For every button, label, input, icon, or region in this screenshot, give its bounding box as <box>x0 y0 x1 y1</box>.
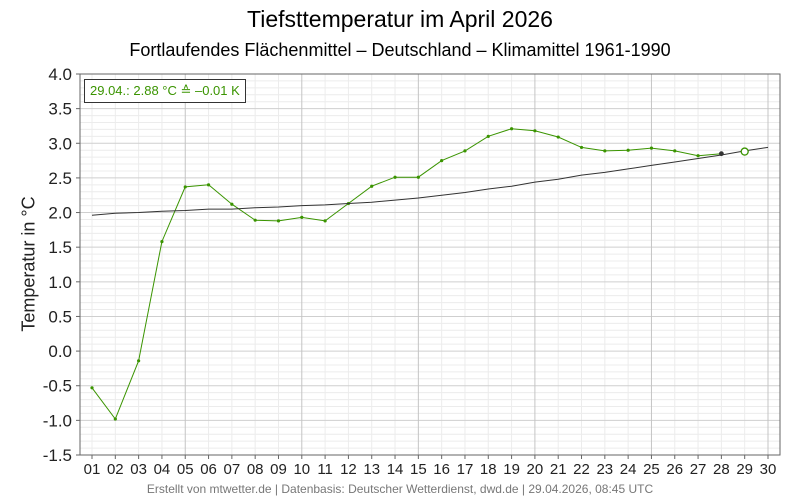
x-tick-label: 15 <box>410 461 427 478</box>
x-tick-label: 10 <box>293 461 310 478</box>
current-data-point <box>276 219 281 223</box>
y-tick-label: 1.5 <box>48 238 72 257</box>
y-tick-label: -0.5 <box>43 377 72 396</box>
x-tick-label: 30 <box>760 461 777 478</box>
current-data-point <box>440 158 444 163</box>
x-tick-label: 07 <box>224 461 241 478</box>
x-tick-label: 16 <box>433 461 450 478</box>
current-data-point <box>323 219 327 223</box>
footer-credit: Erstellt von mtwetter.de | Datenbasis: D… <box>146 482 654 496</box>
current-data-point <box>206 183 211 187</box>
current-data-point <box>160 240 164 244</box>
y-axis-label: Temperatur in °C <box>18 196 39 332</box>
y-tick-label: 2.0 <box>48 204 72 223</box>
x-tick-label: 20 <box>527 461 544 478</box>
current-series-line <box>91 128 722 421</box>
current-data-point <box>486 134 490 138</box>
y-tick-label: 3.5 <box>48 100 72 119</box>
x-tick-label: 25 <box>643 461 660 478</box>
x-tick-label: 13 <box>363 461 380 478</box>
chart-title: Tiefsttemperatur im April 2026 <box>247 6 553 32</box>
current-data-point <box>509 127 514 131</box>
current-data-point <box>579 145 584 150</box>
y-tick-label: 0.5 <box>48 307 72 326</box>
x-tick-label: 11 <box>317 461 333 478</box>
x-tick-label: 14 <box>387 461 404 478</box>
y-tick-label: 3.0 <box>48 134 72 153</box>
x-tick-label: 01 <box>84 461 101 478</box>
latest-value-annotation: 29.04.: 2.88 °C ≙ –0.01 K <box>84 79 246 103</box>
y-tick-label: 1.0 <box>48 273 72 292</box>
current-data-point <box>416 175 420 179</box>
current-data-point <box>370 184 374 188</box>
current-data-point <box>230 202 234 206</box>
current-data-point <box>113 417 117 421</box>
current-data-point <box>137 359 141 363</box>
y-tick-label: 0.0 <box>48 342 72 361</box>
today-marker <box>740 147 749 156</box>
x-tick-label: 17 <box>457 461 474 478</box>
current-data-point <box>649 146 654 150</box>
current-data-point <box>603 149 607 153</box>
x-tick-label: 24 <box>620 461 637 478</box>
x-tick-label: 05 <box>177 461 194 478</box>
y-tick-label: 2.5 <box>48 169 72 188</box>
last-value-marker <box>718 151 724 157</box>
x-tick-label: 08 <box>247 461 264 478</box>
x-tick-label: 04 <box>154 461 171 478</box>
plot-frame <box>79 73 781 456</box>
current-data-point <box>90 386 94 390</box>
x-tick-label: 28 <box>713 461 730 478</box>
x-tick-label: 23 <box>596 461 613 478</box>
x-tick-label: 21 <box>550 461 567 478</box>
current-data-point <box>533 129 537 133</box>
x-axis-ticks: 01 02 03 04 05 06 07 08 09 10 11 12 13 14 15 16 17 18 19 20… <box>84 455 777 478</box>
x-tick-label: 09 <box>270 461 287 478</box>
x-tick-label: 29 <box>736 461 753 478</box>
current-data-point <box>183 185 187 189</box>
y-tick-label: -1.5 <box>43 446 72 465</box>
x-tick-label: 27 <box>690 461 707 478</box>
current-data-point <box>393 175 397 179</box>
current-data-point <box>673 149 677 153</box>
x-tick-label: 06 <box>200 461 217 478</box>
x-tick-label: 02 <box>107 461 124 478</box>
x-tick-label: 18 <box>480 461 497 478</box>
current-data-point <box>253 218 257 222</box>
y-tick-label: 4.0 <box>48 65 72 84</box>
series-layer <box>90 127 769 421</box>
climate-series-line <box>91 146 769 216</box>
current-data-point <box>696 154 700 158</box>
current-data-point <box>463 149 467 153</box>
x-tick-label: 19 <box>503 461 520 478</box>
y-tick-label: -1.0 <box>43 411 72 430</box>
y-axis-ticks: 4.0 3.5 3.0 2.5 2.0 1.5 1.0 0.5 0.0 -0.5 -1.0 -1.5 <box>43 65 80 465</box>
current-data-point <box>300 215 304 219</box>
current-data-point <box>556 135 560 139</box>
chart-subtitle: Fortlaufendes Flächenmittel – Deutschlan… <box>129 40 671 60</box>
x-tick-label: 26 <box>666 461 683 478</box>
x-tick-label: 03 <box>130 461 147 478</box>
current-data-point <box>626 148 630 152</box>
x-tick-label: 12 <box>340 461 357 478</box>
x-tick-label: 22 <box>573 461 590 478</box>
